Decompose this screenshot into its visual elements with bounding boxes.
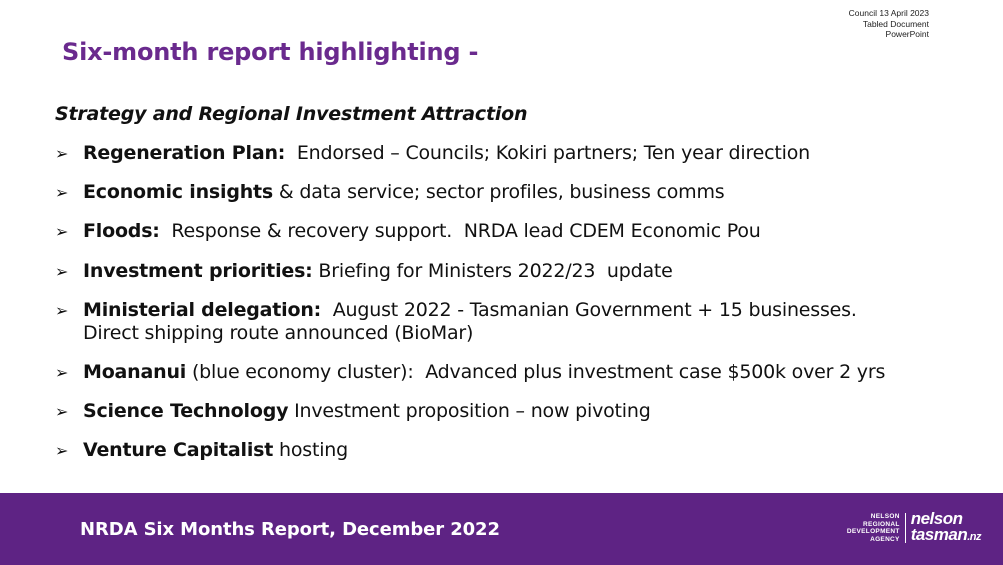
item-heading: Moananui (83, 360, 187, 383)
footer-banner: NRDA Six Months Report, December 2022 NE… (0, 493, 1003, 565)
stamp-line-1: Council 13 April 2023 (848, 8, 929, 18)
list-item: ➢ Science Technology Investment proposit… (55, 400, 995, 423)
stamp-line-2: Tabled Document (862, 18, 929, 29)
item-text-continued: Direct shipping route announced (BioMar) (83, 321, 474, 344)
item-text: & data service; sector profiles, busines… (273, 181, 725, 204)
item-heading: Science Technology (83, 400, 289, 423)
list-item: ➢ Economic insights & data service; sect… (55, 181, 995, 204)
arrow-bullet-icon: ➢ (55, 441, 69, 461)
logo-line-1: NELSON (870, 513, 900, 520)
item-heading: Ministerial delegation: (83, 298, 322, 321)
list-item: ➢ Moananui (blue economy cluster): Advan… (55, 361, 995, 384)
logo-word-nelson: nelson (910, 509, 963, 528)
list-item: ➢ Investment priorities: Briefing for Mi… (55, 260, 995, 283)
item-heading: Floods: (83, 220, 160, 243)
list-item: ➢ Ministerial delegation: August 2022 - … (55, 299, 995, 345)
logo-suffix: .nz (967, 531, 981, 543)
arrow-bullet-icon: ➢ (55, 261, 69, 281)
arrow-bullet-icon: ➢ (55, 300, 69, 320)
arrow-bullet-icon: ➢ (55, 402, 69, 422)
item-text: Endorsed – Councils; Kokiri partners; Te… (285, 142, 810, 164)
nelson-tasman-wordmark: nelson tasman.nz (910, 509, 982, 545)
logo-line-4: AGENCY (870, 535, 900, 543)
item-text: August 2022 - Tasmanian Government + 15 … (321, 298, 857, 321)
slide-title: Six-month report highlighting - (62, 38, 479, 66)
nrda-logo-text: NELSON REGIONAL DEVELOPMENT AGENCY (847, 513, 906, 543)
item-heading: Regeneration Plan: (83, 142, 286, 164)
logo-line-3: DEVELOPMENT (846, 528, 900, 535)
item-text: Briefing for Ministers 2022/23 update (312, 259, 673, 282)
section-subtitle: Strategy and Regional Investment Attract… (55, 103, 528, 125)
item-text: (blue economy cluster): Advanced plus in… (186, 360, 886, 383)
logo-word-tasman: tasman (910, 525, 968, 544)
footer-title: NRDA Six Months Report, December 2022 (80, 519, 500, 540)
logo-line-2: REGIONAL (862, 520, 900, 528)
highlights-list: ➢ Regeneration Plan: Endorsed – Councils… (55, 142, 995, 479)
item-text: Response & recovery support. NRDA lead C… (159, 220, 761, 243)
arrow-bullet-icon: ➢ (55, 362, 69, 382)
list-item: ➢ Floods: Response & recovery support. N… (55, 220, 995, 243)
item-heading: Economic insights (83, 181, 274, 204)
list-item: ➢ Venture Capitalist hosting (55, 439, 995, 462)
nelson-tasman-logo: NELSON REGIONAL DEVELOPMENT AGENCY nelso… (847, 509, 982, 545)
tabled-document-stamp: Council 13 April 2023 Tabled Document Po… (849, 8, 929, 40)
arrow-bullet-icon: ➢ (55, 222, 69, 242)
list-item: ➢ Regeneration Plan: Endorsed – Councils… (55, 142, 995, 165)
stamp-line-3: PowerPoint (885, 29, 929, 39)
arrow-bullet-icon: ➢ (55, 183, 69, 203)
item-text: hosting (273, 439, 349, 462)
item-text: Investment proposition – now pivoting (288, 400, 651, 423)
arrow-bullet-icon: ➢ (55, 144, 69, 163)
item-heading: Venture Capitalist (83, 439, 274, 462)
item-heading: Investment priorities: (83, 259, 313, 282)
